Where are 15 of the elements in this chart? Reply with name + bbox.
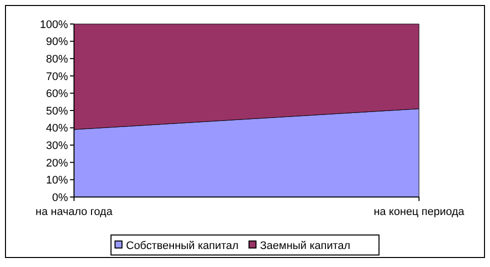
y-tick-label: 90% [46, 36, 68, 48]
y-tick-label: 60% [46, 88, 68, 100]
y-tick-label: 70% [46, 70, 68, 83]
y-tick-label: 10% [46, 174, 68, 187]
y-tick-label: 40% [46, 122, 68, 135]
y-tick-label: 80% [46, 53, 68, 66]
y-tick-label: 0% [52, 192, 68, 204]
x-tick-label: на конец периода [374, 206, 466, 218]
x-tick-label: на начало года [36, 206, 114, 218]
y-tick-label: 50% [46, 105, 68, 118]
legend-label: Собственный капитал [126, 240, 239, 252]
legend-label: Заемный капитал [260, 240, 350, 252]
y-tick-label: 20% [46, 157, 68, 170]
y-tick-label: 100% [40, 18, 68, 31]
y-tick-label: 30% [46, 140, 68, 152]
